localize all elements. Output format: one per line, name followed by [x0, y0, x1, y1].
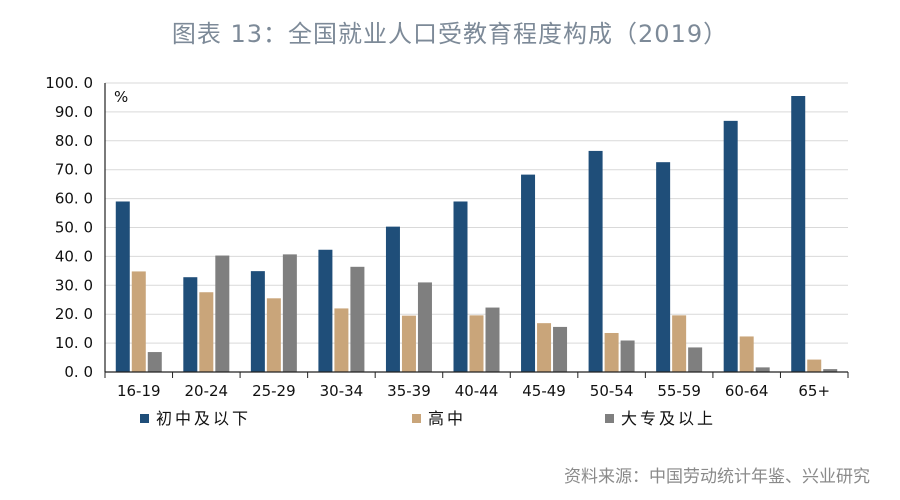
y-tick-label: 10. 0	[55, 334, 93, 352]
y-tick-label: 0. 0	[64, 363, 93, 381]
bar	[807, 359, 822, 372]
bar	[755, 367, 770, 372]
bar	[688, 347, 703, 372]
x-tick-label: 60-64	[725, 382, 769, 400]
x-tick-label: 40-44	[455, 382, 499, 400]
bar	[739, 336, 754, 372]
bar	[588, 150, 603, 372]
y-tick-label: 100. 0	[45, 74, 93, 92]
bar	[723, 120, 738, 372]
bar	[401, 315, 416, 372]
legend-label: 初中及以下	[156, 409, 251, 428]
x-tick-label: 55-59	[657, 382, 701, 400]
bar	[417, 282, 432, 372]
x-tick-label: 25-29	[252, 382, 296, 400]
bar	[282, 254, 297, 372]
bar	[469, 315, 484, 372]
x-tick-label: 30-34	[320, 382, 364, 400]
legend: 初中及以下 高中 大专及以上	[140, 409, 716, 428]
y-tick-label: 40. 0	[55, 247, 93, 265]
y-tick-label: 20. 0	[55, 305, 93, 323]
bar-layer	[115, 96, 838, 372]
x-tick-label: 45-49	[522, 382, 566, 400]
bar	[672, 315, 687, 372]
y-tick-label: 80. 0	[55, 132, 93, 150]
y-tick-label: 70. 0	[55, 161, 93, 179]
y-unit-label: %	[114, 88, 128, 106]
source-note: 资料来源：中国劳动统计年鉴、兴业研究	[564, 467, 870, 487]
bar	[199, 292, 214, 372]
chart-title: 图表 13：全国就业人口受教育程度构成（2019）	[171, 20, 729, 48]
legend-swatch	[605, 414, 614, 423]
bar	[453, 201, 468, 372]
bar	[485, 307, 500, 372]
x-tick-label: 20-24	[185, 382, 229, 400]
bar	[791, 96, 806, 372]
legend-label: 高中	[428, 409, 466, 428]
axis-layer: 0. 0 10. 0 20. 0 30. 0 40. 0 50. 0 60. 0 70. 0 8…	[45, 74, 849, 400]
bar	[521, 174, 536, 372]
legend-label: 大专及以上	[621, 409, 716, 428]
y-tick-label: 50. 0	[55, 219, 93, 237]
bar	[115, 201, 130, 372]
bar	[553, 326, 568, 372]
x-tick-label: 65+	[798, 382, 830, 400]
y-tick-label: 30. 0	[55, 276, 93, 294]
bar	[147, 352, 162, 372]
legend-swatch	[412, 414, 421, 423]
bar	[656, 162, 671, 372]
x-tick-label: 35-39	[387, 382, 431, 400]
bar	[250, 271, 265, 372]
bar	[823, 369, 838, 372]
y-tick-label: 60. 0	[55, 190, 93, 208]
bar	[266, 298, 281, 372]
y-tick-label: 90. 0	[55, 103, 93, 121]
bar	[131, 271, 146, 372]
x-tick-label: 50-54	[590, 382, 634, 400]
bar	[318, 249, 333, 372]
bar	[604, 332, 619, 372]
x-tick-label: 16-19	[117, 382, 161, 400]
bar	[620, 340, 635, 372]
bar	[334, 308, 349, 372]
bar	[385, 226, 400, 372]
bar	[215, 255, 230, 372]
legend-swatch	[140, 414, 149, 423]
bar	[537, 323, 552, 372]
bar	[350, 266, 365, 372]
bar	[183, 277, 198, 372]
